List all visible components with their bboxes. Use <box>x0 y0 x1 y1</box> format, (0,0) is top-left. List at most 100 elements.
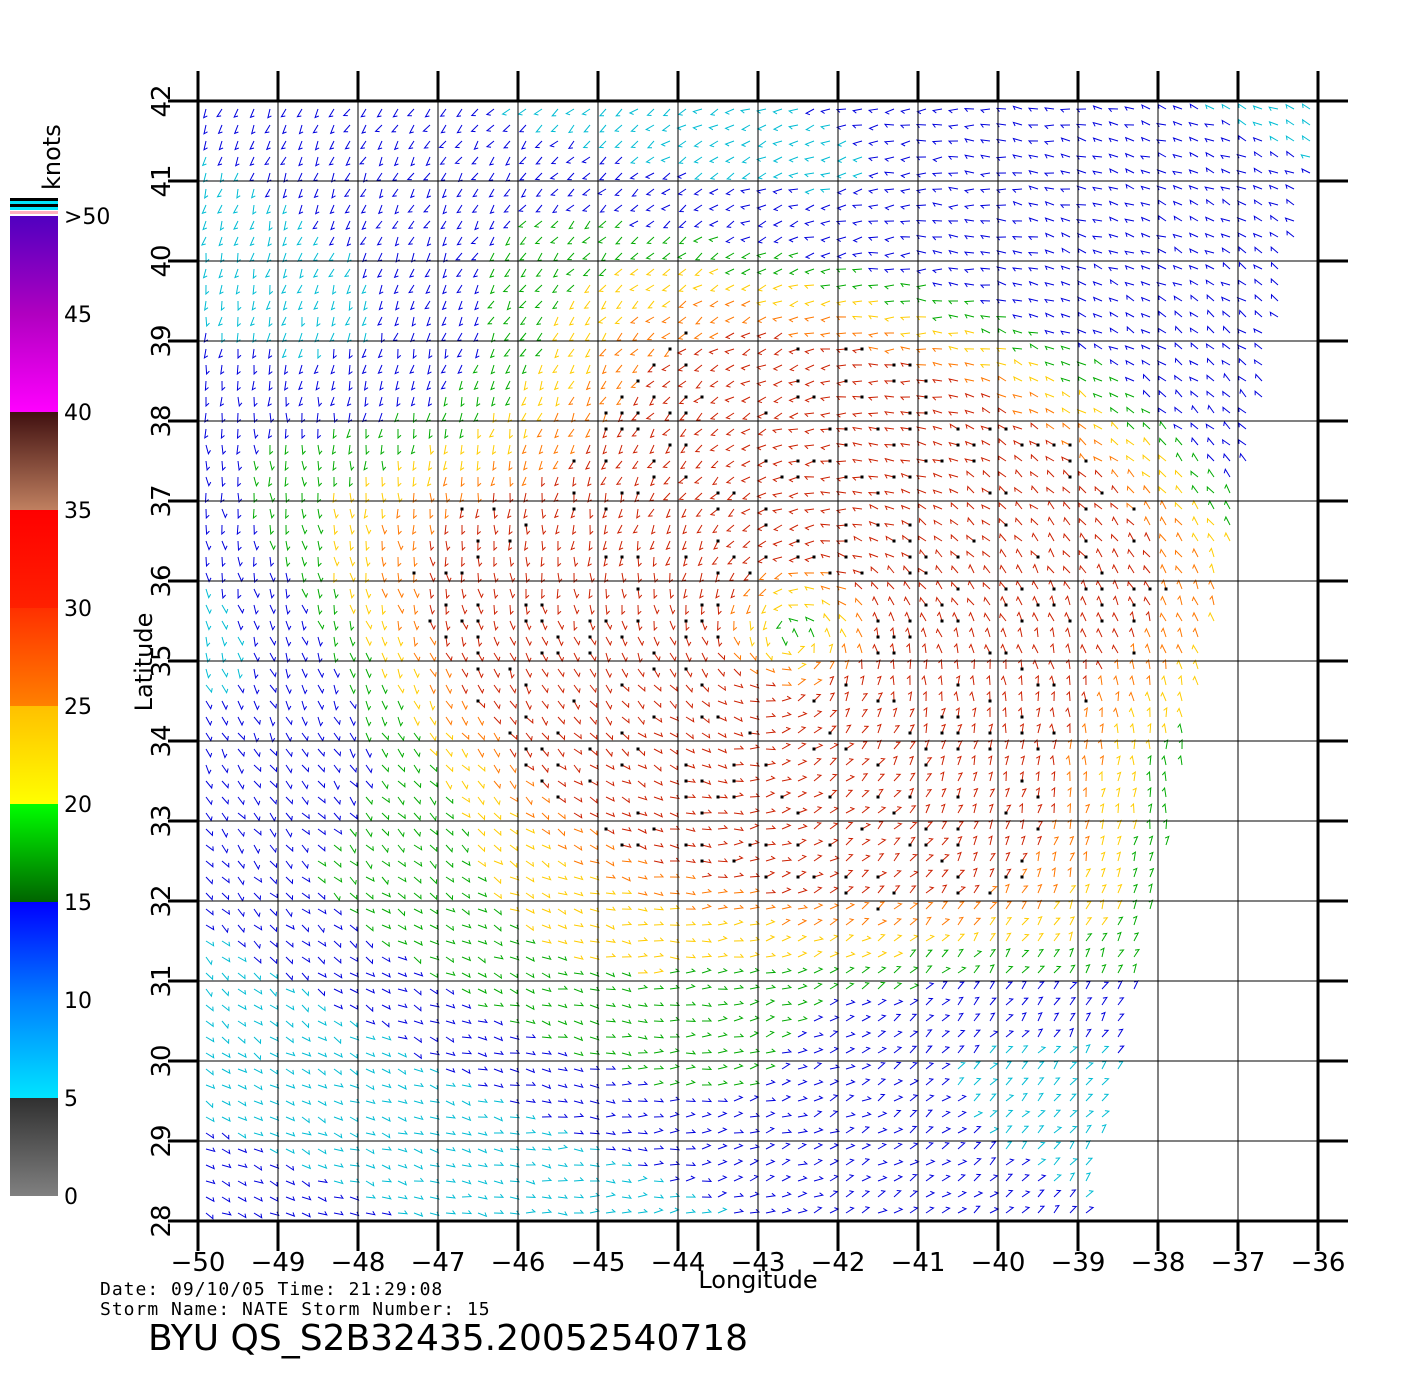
wind-vector <box>600 380 607 390</box>
wind-vector <box>701 921 713 926</box>
wind-vector <box>476 460 481 472</box>
wind-vector <box>708 188 719 195</box>
wind-vector <box>541 636 549 647</box>
wind-vector <box>685 716 695 723</box>
wind-vector <box>348 364 353 376</box>
wind-vector <box>797 775 808 782</box>
rain-flag-marker <box>764 843 768 847</box>
wind-vector <box>925 869 934 878</box>
wind-vector <box>645 204 655 212</box>
wind-vector <box>941 998 951 1006</box>
rain-flag-marker <box>716 603 720 607</box>
wind-vector <box>525 780 535 787</box>
wind-vector <box>841 643 847 654</box>
wind-vector <box>205 908 214 916</box>
lon-tick-label: −43 <box>731 1248 786 1278</box>
wind-vector <box>765 904 776 910</box>
wind-vector <box>836 188 847 195</box>
wind-vector <box>473 332 479 343</box>
wind-vector <box>964 138 975 143</box>
wind-vector <box>541 1068 552 1073</box>
wind-vector <box>1101 1060 1108 1070</box>
wind-vector <box>709 380 719 388</box>
wind-vector <box>653 1098 665 1103</box>
wind-vector <box>1016 643 1023 654</box>
wind-vector <box>535 316 543 326</box>
wind-vector <box>409 364 415 374</box>
wind-vector <box>1094 358 1103 366</box>
wind-vector <box>317 796 326 804</box>
wind-vector <box>733 1111 744 1118</box>
wind-vector <box>662 172 671 180</box>
rain-flag-marker <box>796 843 800 847</box>
wind-vector <box>824 627 831 638</box>
wind-vector <box>1014 486 1023 494</box>
wind-vector <box>781 984 793 990</box>
wind-vector <box>349 1196 360 1201</box>
wind-vector <box>359 188 367 198</box>
wind-vector <box>445 1163 456 1168</box>
wind-vector <box>669 684 678 692</box>
wind-vector <box>712 524 719 534</box>
wind-vector <box>1053 948 1061 958</box>
wind-vector <box>1192 675 1199 686</box>
wind-vector <box>637 748 646 757</box>
wind-vector <box>1174 357 1183 366</box>
wind-vector <box>605 1099 616 1104</box>
wind-vector <box>333 1147 344 1152</box>
wind-vector <box>605 732 614 741</box>
wind-vector <box>1164 835 1170 846</box>
wind-vector <box>909 902 919 910</box>
wind-vector <box>909 934 919 942</box>
wind-vector <box>349 620 355 632</box>
wind-vector <box>317 764 325 773</box>
wind-vector <box>477 572 482 584</box>
wind-vector <box>573 492 578 504</box>
wind-vector <box>573 1147 584 1153</box>
wind-vector <box>749 967 760 974</box>
wind-vector <box>365 668 372 679</box>
wind-vector <box>903 580 911 590</box>
wind-vector <box>941 707 946 718</box>
wind-vector <box>1190 341 1199 350</box>
wind-vector <box>797 934 808 942</box>
wind-vector <box>556 588 561 600</box>
wind-vector <box>461 748 469 759</box>
wind-vector <box>925 1126 934 1134</box>
wind-vector <box>472 268 479 278</box>
wind-vector <box>455 268 463 278</box>
wind-vector <box>203 140 208 151</box>
wind-vector <box>333 620 339 632</box>
rain-flag-marker <box>748 843 752 847</box>
wind-vector <box>709 284 719 292</box>
wind-vector <box>1220 296 1231 302</box>
wind-vector <box>221 620 229 631</box>
wind-vector <box>1069 1012 1076 1022</box>
wind-vector <box>916 297 927 303</box>
wind-vector <box>1005 1189 1014 1198</box>
wind-vector <box>1076 219 1087 224</box>
wind-vector <box>1085 1157 1094 1166</box>
wind-vector <box>669 1146 681 1151</box>
wind-vector <box>884 505 895 511</box>
wind-vector <box>909 1142 919 1150</box>
wind-vector <box>964 154 975 159</box>
wind-vector <box>1061 440 1071 446</box>
wind-vector <box>813 871 824 878</box>
wind-vector <box>1037 1158 1047 1166</box>
wind-vector <box>669 1064 680 1070</box>
wind-vector <box>1143 500 1151 510</box>
wind-vector <box>381 1068 391 1075</box>
wind-vector <box>803 412 815 417</box>
wind-vector <box>381 524 388 535</box>
wind-vector <box>205 844 214 852</box>
wind-vector <box>1108 200 1119 206</box>
wind-vector <box>957 1094 967 1102</box>
wind-vector <box>518 204 527 212</box>
wind-vector <box>948 234 959 239</box>
wind-vector <box>893 837 901 846</box>
wind-vector <box>269 1020 278 1028</box>
wind-vector <box>1108 121 1119 126</box>
wind-vector <box>1049 723 1055 734</box>
wind-vector <box>314 204 320 215</box>
